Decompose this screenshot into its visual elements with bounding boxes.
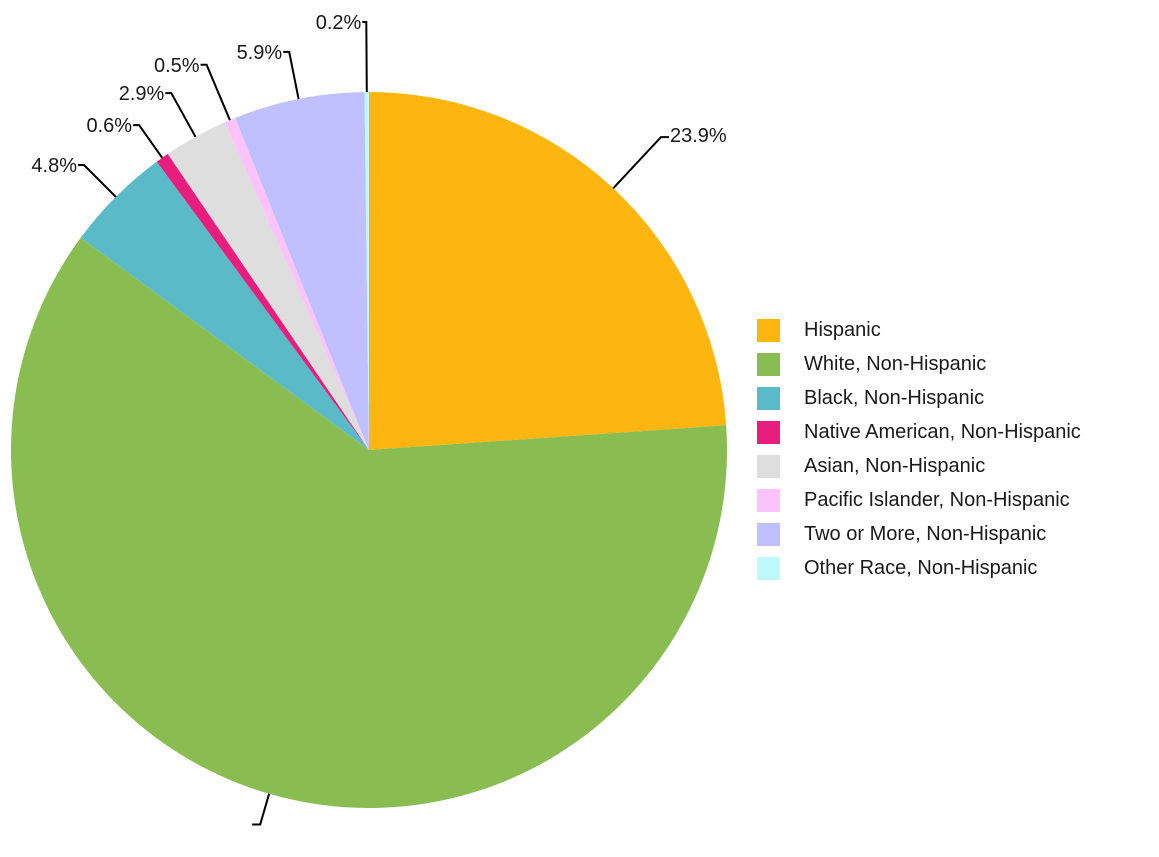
leader-line-hispanic	[612, 136, 669, 189]
legend-swatch	[757, 352, 780, 376]
legend-item-other-race-non-hispanic: Other Race, Non-Hispanic	[757, 551, 1081, 585]
pct-label-two-or-more-non-hispanic: 5.9%	[237, 42, 283, 64]
percentage-labels: 23.9% 61.2% 4.8% 0.6% 2.9% 0.5% 5.9% 0.2%	[31, 12, 727, 857]
legend-item-white-non-hispanic: White, Non-Hispanic	[757, 347, 1081, 381]
legend-label: Hispanic	[804, 318, 881, 341]
slice-native-american-non-hispanic	[156, 153, 369, 450]
legend-item-pacific-islander-non-hispanic: Pacific Islander, Non-Hispanic	[757, 483, 1081, 517]
legend-item-black-non-hispanic: Black, Non-Hispanic	[757, 381, 1081, 415]
pct-label-hispanic: 23.9%	[670, 125, 727, 147]
leader-line-two-or-more-non-hispanic	[283, 50, 300, 100]
legend-swatch	[757, 488, 780, 512]
legend-item-asian-non-hispanic: Asian, Non-Hispanic	[757, 449, 1081, 483]
slice-asian-non-hispanic	[167, 122, 369, 450]
slice-hispanic	[369, 92, 727, 450]
leader-line-white-non-hispanic	[252, 793, 271, 826]
pct-label-asian-non-hispanic: 2.9%	[119, 83, 165, 105]
slice-black-non-hispanic	[80, 161, 369, 450]
legend-label: Two or More, Non-Hispanic	[804, 522, 1047, 545]
legend-item-native-american-non-hispanic: Native American, Non-Hispanic	[757, 415, 1081, 449]
pct-label-black-non-hispanic: 4.8%	[31, 155, 77, 177]
pct-label-white-non-hispanic: 61.2%	[194, 856, 251, 857]
legend-label: White, Non-Hispanic	[804, 352, 987, 375]
legend-item-hispanic: Hispanic	[757, 313, 1081, 347]
slice-white-non-hispanic	[11, 237, 728, 808]
legend: Hispanic White, Non-Hispanic Black, Non-Hi…	[757, 313, 1081, 585]
legend-swatch	[757, 420, 780, 444]
leader-line-native-american-non-hispanic	[133, 124, 164, 159]
slice-pacific-islander-non-hispanic	[224, 117, 369, 450]
leader-line-black-non-hispanic	[78, 164, 117, 198]
slice-other-race-non-hispanic	[364, 92, 369, 450]
legend-swatch	[757, 386, 780, 410]
leader-line-pacific-islander-non-hispanic	[200, 63, 231, 121]
leader-line-other-race-non-hispanic	[362, 21, 368, 93]
pct-label-native-american-non-hispanic: 0.6%	[87, 115, 133, 137]
legend-label: Black, Non-Hispanic	[804, 386, 985, 409]
leader-line-asian-non-hispanic	[165, 92, 197, 138]
legend-swatch	[757, 454, 780, 478]
legend-swatch	[757, 522, 780, 546]
legend-label: Asian, Non-Hispanic	[804, 454, 986, 477]
legend-swatch	[757, 318, 780, 342]
pct-label-pacific-islander-non-hispanic: 0.5%	[154, 55, 200, 77]
legend-item-two-or-more-non-hispanic: Two or More, Non-Hispanic	[757, 517, 1081, 551]
legend-label: Pacific Islander, Non-Hispanic	[804, 488, 1070, 511]
legend-label: Other Race, Non-Hispanic	[804, 556, 1038, 579]
legend-swatch	[757, 556, 780, 580]
legend-label: Native American, Non-Hispanic	[804, 420, 1081, 443]
pie-slices	[11, 92, 728, 808]
slice-two-or-more-non-hispanic	[235, 92, 369, 450]
pct-label-other-race-non-hispanic: 0.2%	[316, 12, 362, 34]
leader-lines	[78, 21, 669, 826]
